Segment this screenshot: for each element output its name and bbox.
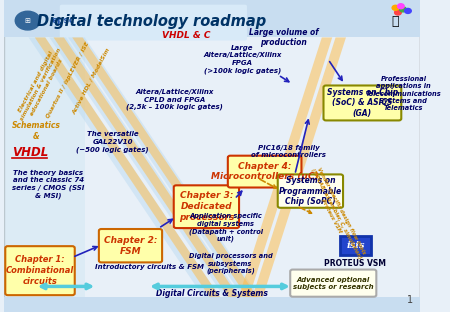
- Text: Digital Circuits & Systems: Digital Circuits & Systems: [156, 290, 268, 298]
- Text: The versatile
GAL22V10
(~500 logic gates): The versatile GAL22V10 (~500 logic gates…: [76, 131, 149, 153]
- Polygon shape: [68, 37, 260, 297]
- Polygon shape: [252, 37, 346, 297]
- Text: PIC16/18 family
of microcontrollers: PIC16/18 family of microcontrollers: [251, 145, 326, 158]
- Text: Quartus II / ispLEVER / ISE: Quartus II / ispLEVER / ISE: [46, 41, 90, 119]
- Polygon shape: [50, 37, 241, 297]
- Text: Large
Altera/Lattice/Xilinx
FPGA
(>100k logic gates): Large Altera/Lattice/Xilinx FPGA (>100k …: [203, 45, 282, 74]
- Polygon shape: [54, 37, 238, 297]
- Bar: [4, 297, 419, 312]
- Text: Schematics
&: Schematics &: [12, 121, 61, 141]
- FancyBboxPatch shape: [278, 174, 343, 208]
- Text: Vendor specific design flow tools
(MPLAB, assembler, C, simulation)
Proteus VSM: Vendor specific design flow tools (MPLAB…: [305, 165, 368, 262]
- FancyBboxPatch shape: [4, 0, 419, 312]
- Circle shape: [392, 5, 399, 10]
- Text: VHDL & C: VHDL & C: [162, 32, 210, 40]
- Text: Altera/Lattice/Xilinx
CPLD and FPGA
(2,5k – 100k logic gates): Altera/Lattice/Xilinx CPLD and FPGA (2,5…: [126, 89, 223, 110]
- Circle shape: [15, 11, 40, 30]
- Text: Systems on Chip
(SoC) & ASICS
(GA): Systems on Chip (SoC) & ASICS (GA): [327, 88, 398, 118]
- FancyBboxPatch shape: [60, 5, 247, 41]
- Polygon shape: [35, 37, 220, 297]
- Bar: [4, 0, 419, 37]
- Polygon shape: [72, 37, 257, 297]
- Text: Digital processors and
subsystems
(peripherals): Digital processors and subsystems (perip…: [189, 253, 272, 274]
- FancyBboxPatch shape: [324, 85, 401, 120]
- Text: Digital technology roadmap: Digital technology roadmap: [36, 14, 266, 29]
- Text: epsc: epsc: [51, 16, 75, 25]
- Text: Chapter 1:
Combinational
circuits: Chapter 1: Combinational circuits: [6, 256, 74, 286]
- FancyBboxPatch shape: [228, 156, 302, 188]
- Circle shape: [395, 10, 401, 15]
- Text: Professional
applications in
Telecommunications
Systems and
Telematics: Professional applications in Telecommuni…: [365, 76, 441, 111]
- FancyBboxPatch shape: [174, 185, 239, 228]
- Text: ⊞: ⊞: [25, 17, 31, 24]
- Bar: [4, 37, 85, 297]
- Text: 1: 1: [407, 295, 414, 305]
- Circle shape: [405, 8, 411, 13]
- Text: 🔥: 🔥: [391, 15, 398, 28]
- Text: PROTEUS VSM: PROTEUS VSM: [324, 259, 386, 268]
- FancyBboxPatch shape: [290, 270, 376, 297]
- Text: The theory basics
and the classic 74
series / CMOS (SSI
& MSI): The theory basics and the classic 74 ser…: [12, 170, 84, 198]
- Text: Chapter 2:
FSM: Chapter 2: FSM: [104, 236, 157, 256]
- FancyBboxPatch shape: [5, 246, 75, 295]
- Text: Introductory circuits & FSM: Introductory circuits & FSM: [95, 264, 204, 270]
- Text: Chapter 3:
Dedicated
processors: Chapter 3: Dedicated processors: [179, 192, 234, 222]
- Text: VHDL: VHDL: [12, 146, 48, 159]
- Text: isis: isis: [346, 241, 365, 250]
- Circle shape: [397, 4, 404, 9]
- Circle shape: [400, 7, 406, 12]
- FancyBboxPatch shape: [340, 236, 371, 255]
- Polygon shape: [238, 37, 332, 297]
- Text: Large volume of
production: Large volume of production: [249, 27, 319, 47]
- Text: Electrical and digital
simulation & verification
educational boards: Electrical and digital simulation & veri…: [14, 44, 68, 124]
- Text: Systems on
Programmable
Chip (SoPC): Systems on Programmable Chip (SoPC): [279, 176, 342, 206]
- Text: Active HDL / ModelSim: Active HDL / ModelSim: [71, 47, 111, 115]
- Text: Chapter 4:
Microcontrollers (μC): Chapter 4: Microcontrollers (μC): [211, 162, 319, 182]
- FancyBboxPatch shape: [99, 229, 162, 262]
- Text: Advanced optional
subjects or research: Advanced optional subjects or research: [293, 276, 373, 290]
- Polygon shape: [28, 37, 220, 297]
- Text: Application specific
digital systems
(Datapath + control
unit): Application specific digital systems (Da…: [189, 213, 263, 242]
